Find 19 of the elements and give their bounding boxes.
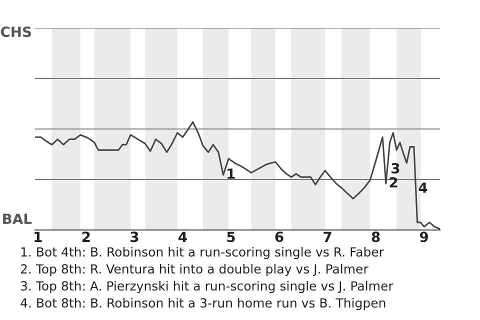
x-tick-label: 3: [130, 232, 138, 242]
text: 1. Bot 4th: B. Robinson hit a run-scoring single vs R. Faber: [21, 246, 384, 260]
text: BAL: [3, 214, 32, 224]
text: 3. Top 8th: A. Pierzynski hit a run-scoring single vs J. Palmer: [20, 280, 394, 294]
text: 2. Top 8th: R. Ventura hit into a double play vs J. Palmer: [20, 264, 368, 276]
annotation: 1: [228, 168, 235, 179]
x-tick-label: 4: [178, 232, 187, 242]
x-tick-label: 6: [275, 232, 284, 242]
annotation: 4: [418, 182, 428, 193]
x-tick-label: 7: [324, 232, 332, 242]
text: CHS: [0, 26, 31, 38]
x-tick-label: 1: [34, 232, 42, 242]
annotation: 3: [392, 163, 400, 174]
x-tick-label: 8: [372, 232, 380, 242]
x-tick-label: 9: [420, 232, 428, 242]
x-tick-label: 2: [82, 232, 90, 242]
text: 4. Bot 8th: B. Robinson hit a 3-run home run vs B. Thigpen: [20, 298, 386, 310]
annotation: 2: [390, 177, 398, 188]
x-tick-label: 5: [227, 232, 235, 242]
